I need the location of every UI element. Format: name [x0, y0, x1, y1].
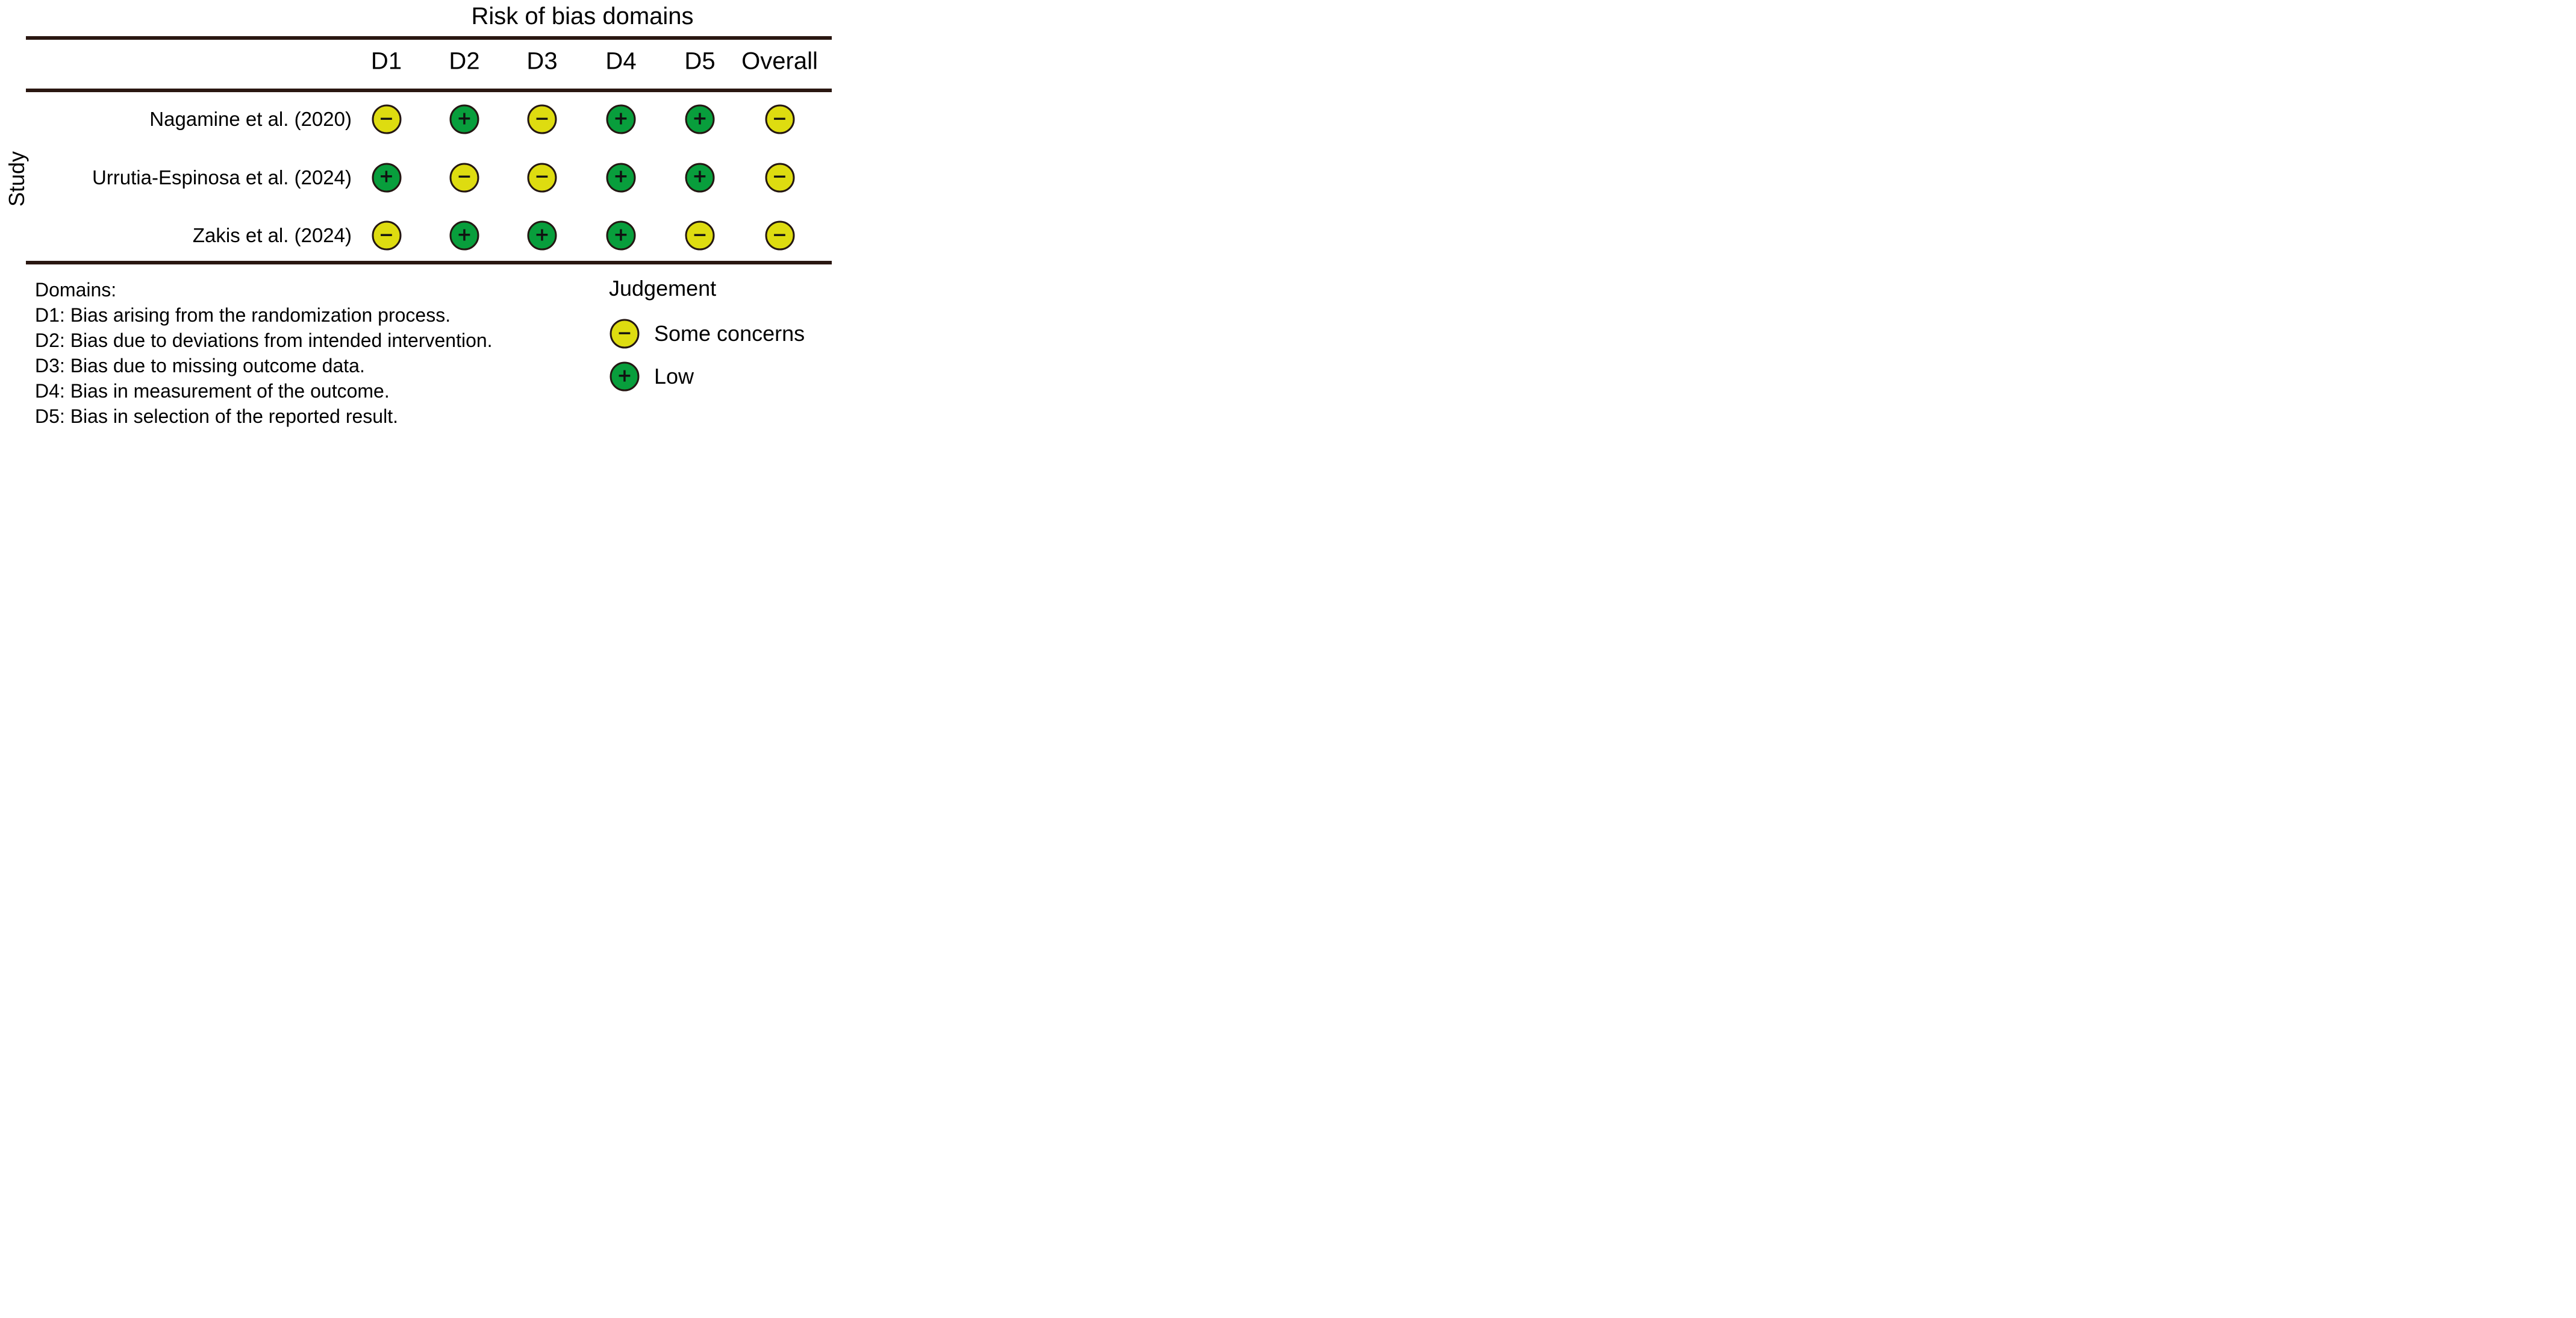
domain-footnotes: Domains: D1: Bias arising from the rando…	[35, 277, 493, 429]
plus-icon: +	[457, 108, 472, 129]
judgement-circle-some-concerns: −	[685, 220, 715, 251]
domain-footnote: D1: Bias arising from the randomization …	[35, 304, 451, 326]
column-header-d3: D3	[526, 48, 558, 75]
judgement-circle-low: +	[606, 220, 636, 251]
column-header-d1: D1	[370, 48, 402, 75]
minus-icon: −	[378, 108, 395, 129]
judgement-circle-some-concerns: −	[449, 163, 479, 192]
plus-icon: +	[692, 108, 708, 129]
judgement-circle-low: +	[606, 104, 636, 134]
judgement-circle-low: +	[685, 104, 715, 134]
minus-icon: −	[457, 166, 472, 187]
judgement-circle-some-concerns: −	[372, 104, 401, 134]
plus-icon: +	[457, 224, 472, 245]
plus-icon: +	[613, 166, 629, 187]
study-label: Zakis et al. (2024)	[192, 224, 352, 246]
minus-icon: −	[617, 322, 632, 343]
header-underline-rule	[26, 89, 832, 92]
legend-label: Low	[654, 364, 694, 389]
minus-icon: −	[534, 108, 550, 129]
plus-icon: +	[613, 108, 629, 129]
judgement-circle-low: +	[685, 163, 715, 192]
judgement-circle-some-concerns: −	[527, 163, 557, 192]
column-header-overall: Overall	[741, 48, 818, 75]
column-header-d2: D2	[449, 48, 480, 75]
study-label: Urrutia-Espinosa et al. (2024)	[92, 166, 352, 189]
legend-circle-low: +	[610, 361, 640, 392]
legend-label: Some concerns	[654, 321, 805, 346]
judgement-circle-low: +	[372, 163, 401, 192]
minus-icon: −	[772, 224, 788, 245]
study-label: Nagamine et al. (2020)	[149, 108, 352, 130]
plus-icon: +	[692, 166, 708, 187]
judgement-circle-low: +	[527, 220, 557, 251]
judgement-circle-low: +	[606, 163, 636, 192]
plus-icon: +	[534, 224, 550, 245]
judgement-circle-some-concerns: −	[527, 104, 557, 134]
figure-title: Risk of bias domains	[471, 3, 694, 30]
column-header-d4: D4	[605, 48, 637, 75]
minus-icon: −	[772, 166, 788, 187]
minus-icon: −	[772, 108, 788, 129]
risk-of-bias-figure: Risk of bias domains Study D1 D2 D3 D4 D5 Ove…	[0, 0, 843, 431]
minus-icon: −	[378, 224, 395, 245]
plus-icon: +	[378, 166, 395, 187]
domains-heading: Domains:	[35, 279, 117, 301]
minus-icon: −	[534, 166, 550, 187]
minus-icon: −	[692, 224, 708, 245]
domain-footnote: D3: Bias due to missing outcome data.	[35, 355, 365, 376]
domain-footnote: D2: Bias due to deviations from intended…	[35, 330, 493, 351]
judgement-circle-low: +	[449, 220, 479, 251]
title-underline-rule	[26, 36, 832, 40]
judgement-circle-some-concerns: −	[765, 163, 794, 192]
table-bottom-rule	[26, 261, 832, 264]
column-header-d5: D5	[684, 48, 716, 75]
judgement-circle-some-concerns: −	[765, 220, 794, 251]
judgement-circle-low: +	[449, 104, 479, 134]
judgement-circle-some-concerns: −	[372, 220, 401, 251]
domain-footnote: D5: Bias in selection of the reported re…	[35, 405, 398, 427]
plus-icon: +	[613, 224, 629, 245]
legend-title: Judgement	[609, 276, 717, 301]
judgement-circle-some-concerns: −	[765, 104, 794, 134]
domain-footnote: D4: Bias in measurement of the outcome.	[35, 380, 390, 402]
legend-circle-some-concerns: −	[610, 319, 640, 349]
plus-icon: +	[617, 365, 632, 386]
